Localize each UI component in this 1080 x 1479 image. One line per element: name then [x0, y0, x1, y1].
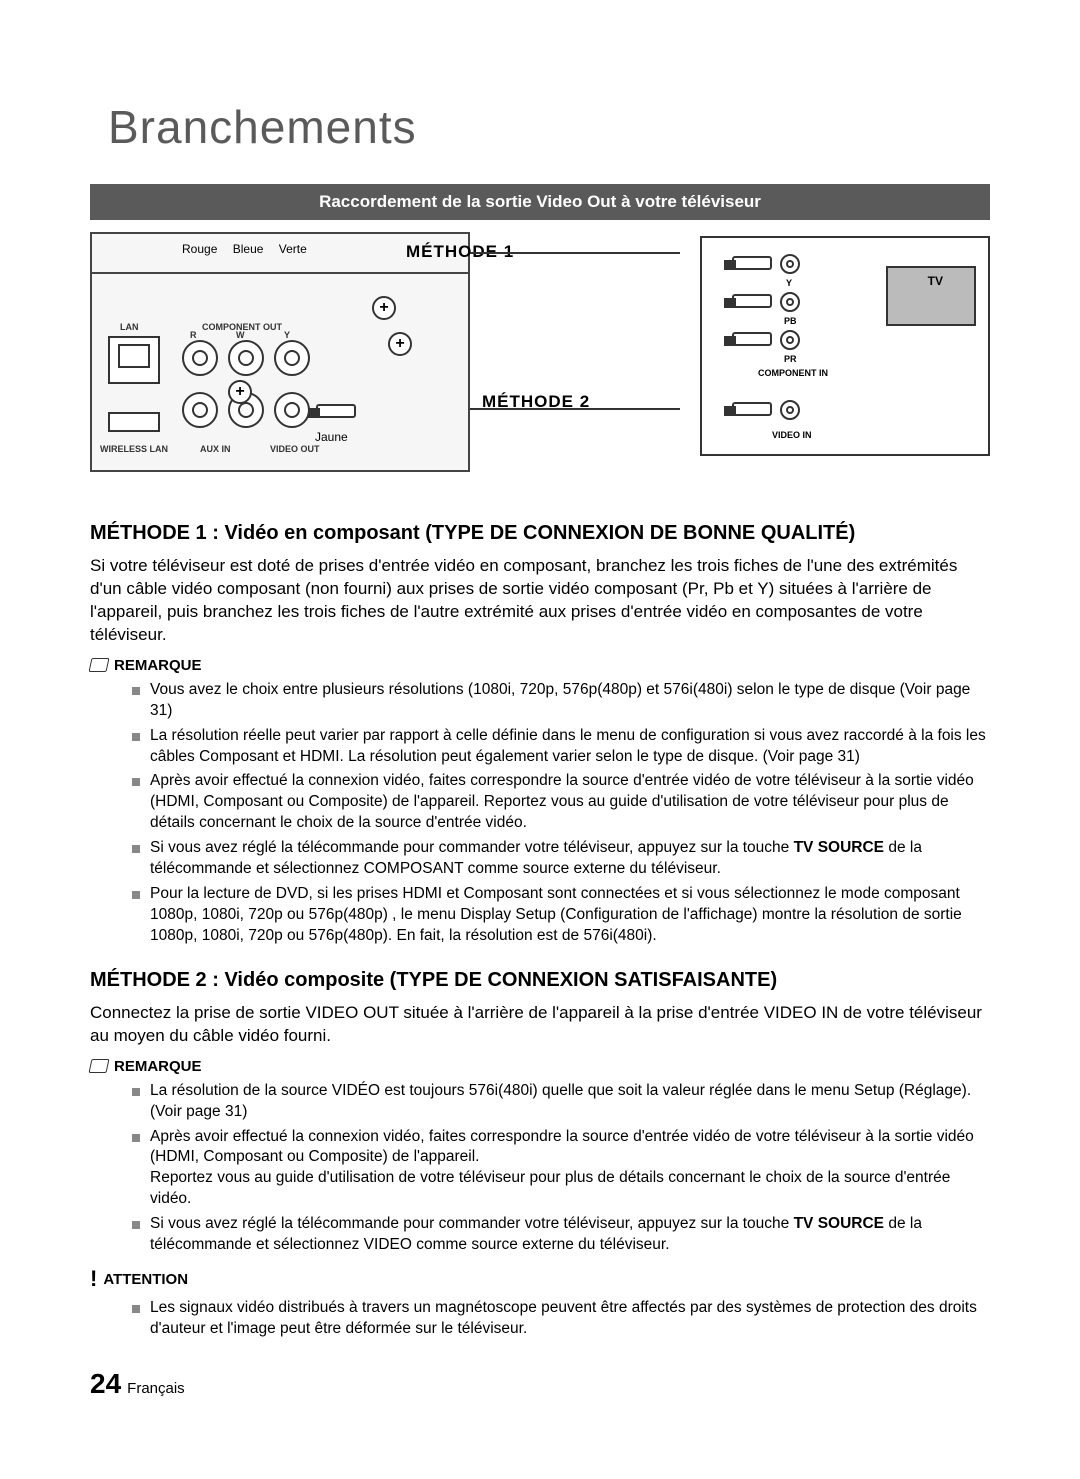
note-item: Si vous avez réglé la télécommande pour …	[132, 1214, 990, 1256]
label-rouge: Rouge	[182, 242, 217, 256]
device-rear-panel: Rouge Bleue Verte LAN COMPONENT OUT WIRE…	[90, 232, 470, 472]
component-in-label: COMPONENT IN	[758, 368, 828, 378]
attention-notes-list: Les signaux vidéo distribués à travers u…	[90, 1298, 990, 1340]
wireless-lan-label: WIRELESS LAN	[100, 444, 168, 454]
label-bleue: Bleue	[233, 242, 264, 256]
note-item: Pour la lecture de DVD, si les prises HD…	[132, 884, 990, 947]
note-item: Après avoir effectué la connexion vidéo,…	[132, 1127, 990, 1211]
tv-label: TV	[928, 274, 943, 288]
wireless-lan-port	[108, 412, 160, 432]
page-title: Branchements	[90, 100, 990, 154]
method2-heading: MÉTHODE 2 : Vidéo composite (TYPE DE CON…	[90, 969, 990, 992]
screw-2: +	[372, 296, 396, 320]
remarque-label-1: REMARQUE	[114, 657, 202, 674]
note-item: Vous avez le choix entre plusieurs résol…	[132, 680, 990, 722]
label-verte: Verte	[279, 242, 307, 256]
method1-notes-list: Vous avez le choix entre plusieurs résol…	[90, 680, 990, 947]
note-item: Si vous avez réglé la télécommande pour …	[132, 838, 990, 880]
yellow-plug-device	[316, 404, 356, 418]
page-number: 24	[90, 1368, 121, 1399]
aux-in-label: AUX IN	[200, 444, 231, 454]
video-in-label: VIDEO IN	[772, 430, 812, 440]
method2-paragraph: Connectez la prise de sortie VIDEO OUT s…	[90, 1002, 990, 1048]
video-out-jack	[274, 392, 310, 428]
attention-icon: !	[90, 1266, 97, 1291]
cable-color-labels: Rouge Bleue Verte	[182, 242, 319, 256]
method1-heading: MÉTHODE 1 : Vidéo en composant (TYPE DE …	[90, 522, 990, 545]
note-item: La résolution réelle peut varier par rap…	[132, 726, 990, 768]
attention-label: ATTENTION	[103, 1271, 188, 1288]
connection-diagram: Rouge Bleue Verte LAN COMPONENT OUT WIRE…	[90, 232, 990, 492]
pr-port-label: PR	[784, 354, 797, 364]
method2-remarque-heading: REMARQUE	[90, 1058, 990, 1075]
jack-video	[780, 400, 800, 420]
y-label: Y	[284, 330, 290, 340]
note-item: La résolution de la source VIDÉO est tou…	[132, 1081, 990, 1123]
plug-video	[732, 402, 772, 416]
method1-remarque-heading: REMARQUE	[90, 657, 990, 674]
plug-pr	[732, 332, 772, 346]
page-language: Français	[127, 1380, 185, 1397]
pb-out	[228, 340, 264, 376]
page-footer: 24 Français	[90, 1368, 990, 1400]
aux-r	[182, 392, 218, 428]
r-label: R	[190, 330, 197, 340]
screw-1: +	[228, 380, 252, 404]
lan-label: LAN	[120, 322, 139, 332]
y-out	[274, 340, 310, 376]
lan-port	[108, 336, 160, 384]
jack-y	[780, 254, 800, 274]
video-out-label: VIDEO OUT	[270, 444, 320, 454]
plug-pb	[732, 294, 772, 308]
pb-port-label: PB	[784, 316, 797, 326]
jaune-label: Jaune	[315, 430, 348, 444]
y-port-label: Y	[786, 278, 792, 288]
attention-heading: ! ATTENTION	[90, 1266, 990, 1292]
header-bar: Raccordement de la sortie Video Out à vo…	[90, 184, 990, 220]
method2-notes-list: La résolution de la source VIDÉO est tou…	[90, 1081, 990, 1256]
screw-3: +	[388, 332, 412, 356]
pr-out	[182, 340, 218, 376]
plug-y	[732, 256, 772, 270]
remarque-label-2: REMARQUE	[114, 1058, 202, 1075]
jack-pr	[780, 330, 800, 350]
note-item: Les signaux vidéo distribués à travers u…	[132, 1298, 990, 1340]
tv-panel: TV Y PB PR COMPONENT IN VIDEO IN	[700, 236, 990, 456]
method1-paragraph: Si votre téléviseur est doté de prises d…	[90, 555, 990, 647]
note-icon	[89, 658, 110, 672]
note-item: Après avoir effectué la connexion vidéo,…	[132, 771, 990, 834]
jack-pb	[780, 292, 800, 312]
note-icon	[89, 1059, 110, 1073]
w-label: W	[236, 330, 245, 340]
